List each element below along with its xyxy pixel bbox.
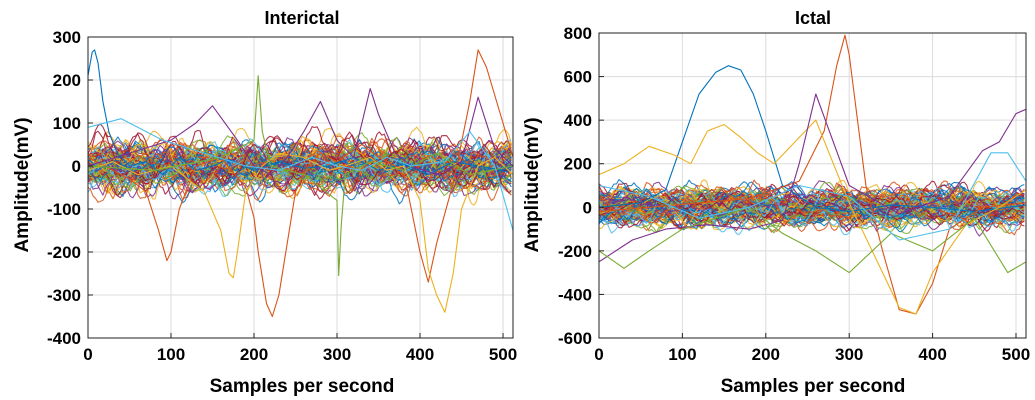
plot-area bbox=[599, 34, 1026, 315]
y-tick-label: 0 bbox=[583, 198, 592, 217]
axes-box bbox=[87, 36, 514, 339]
series-line bbox=[599, 152, 1026, 241]
x-tick-label: 0 bbox=[594, 345, 603, 364]
chart-title: Interictal bbox=[264, 8, 339, 28]
x-tick-label: 500 bbox=[489, 345, 517, 364]
background-channel-trace bbox=[599, 191, 1025, 218]
chart-ictal: Ictal Samples per second Amplitude(mV) 0… bbox=[522, 8, 1030, 397]
x-tick-label: 400 bbox=[918, 345, 946, 364]
series-line bbox=[88, 49, 513, 176]
background-channel-trace bbox=[88, 137, 512, 199]
y-tick-label: -300 bbox=[47, 286, 81, 305]
y-tick-label: 0 bbox=[72, 157, 81, 176]
y-tick-label: -200 bbox=[558, 242, 592, 261]
background-channel-trace bbox=[88, 147, 512, 184]
x-tick-label: 100 bbox=[157, 345, 185, 364]
x-axis-label: Samples per second bbox=[721, 376, 906, 397]
x-tick-label: 300 bbox=[323, 345, 351, 364]
chart-interictal: Interictal Samples per second Amplitude(… bbox=[12, 8, 517, 397]
series-line bbox=[599, 119, 1026, 315]
x-tick-label: 200 bbox=[752, 345, 780, 364]
y-tick-label: 800 bbox=[564, 24, 592, 43]
background-channel-trace bbox=[599, 188, 1025, 229]
y-tick-label: -600 bbox=[558, 329, 592, 348]
series-line bbox=[88, 88, 513, 176]
background-channel-trace bbox=[599, 195, 1025, 223]
y-tick-label: -200 bbox=[47, 243, 81, 262]
background-channel-trace bbox=[88, 141, 512, 184]
background-channel-trace bbox=[88, 135, 512, 192]
chart-title: Ictal bbox=[795, 8, 831, 28]
y-tick-label: 200 bbox=[564, 155, 592, 174]
x-tick-label: 200 bbox=[240, 345, 268, 364]
y-tick-label: 100 bbox=[53, 114, 81, 133]
series-line bbox=[599, 34, 1026, 315]
x-tick-label: 400 bbox=[406, 345, 434, 364]
series-line bbox=[599, 93, 1026, 263]
y-axis-label: Amplitude(mV) bbox=[12, 117, 33, 252]
background-channel-trace bbox=[599, 188, 1025, 222]
y-tick-label: 300 bbox=[53, 28, 81, 47]
background-channel-trace bbox=[599, 186, 1025, 224]
x-axis-label: Samples per second bbox=[210, 376, 395, 397]
series-line bbox=[88, 75, 513, 277]
axes-box bbox=[598, 32, 1027, 339]
series-line bbox=[88, 118, 513, 231]
series-line bbox=[599, 206, 1026, 274]
x-tick-label: 0 bbox=[83, 345, 92, 364]
y-tick-label: 200 bbox=[53, 71, 81, 90]
y-tick-label: -400 bbox=[558, 285, 592, 304]
plot-area bbox=[88, 49, 513, 318]
y-axis-label: Amplitude(mV) bbox=[522, 117, 543, 252]
series-line bbox=[599, 65, 1026, 213]
x-tick-label: 300 bbox=[835, 345, 863, 364]
y-tick-label: -100 bbox=[47, 200, 81, 219]
y-tick-label: 400 bbox=[564, 111, 592, 130]
x-tick-label: 100 bbox=[668, 345, 696, 364]
y-tick-label: 600 bbox=[564, 68, 592, 87]
series-line bbox=[88, 152, 513, 313]
series-line bbox=[88, 49, 513, 318]
x-tick-label: 500 bbox=[1002, 345, 1030, 364]
y-tick-label: -400 bbox=[47, 329, 81, 348]
